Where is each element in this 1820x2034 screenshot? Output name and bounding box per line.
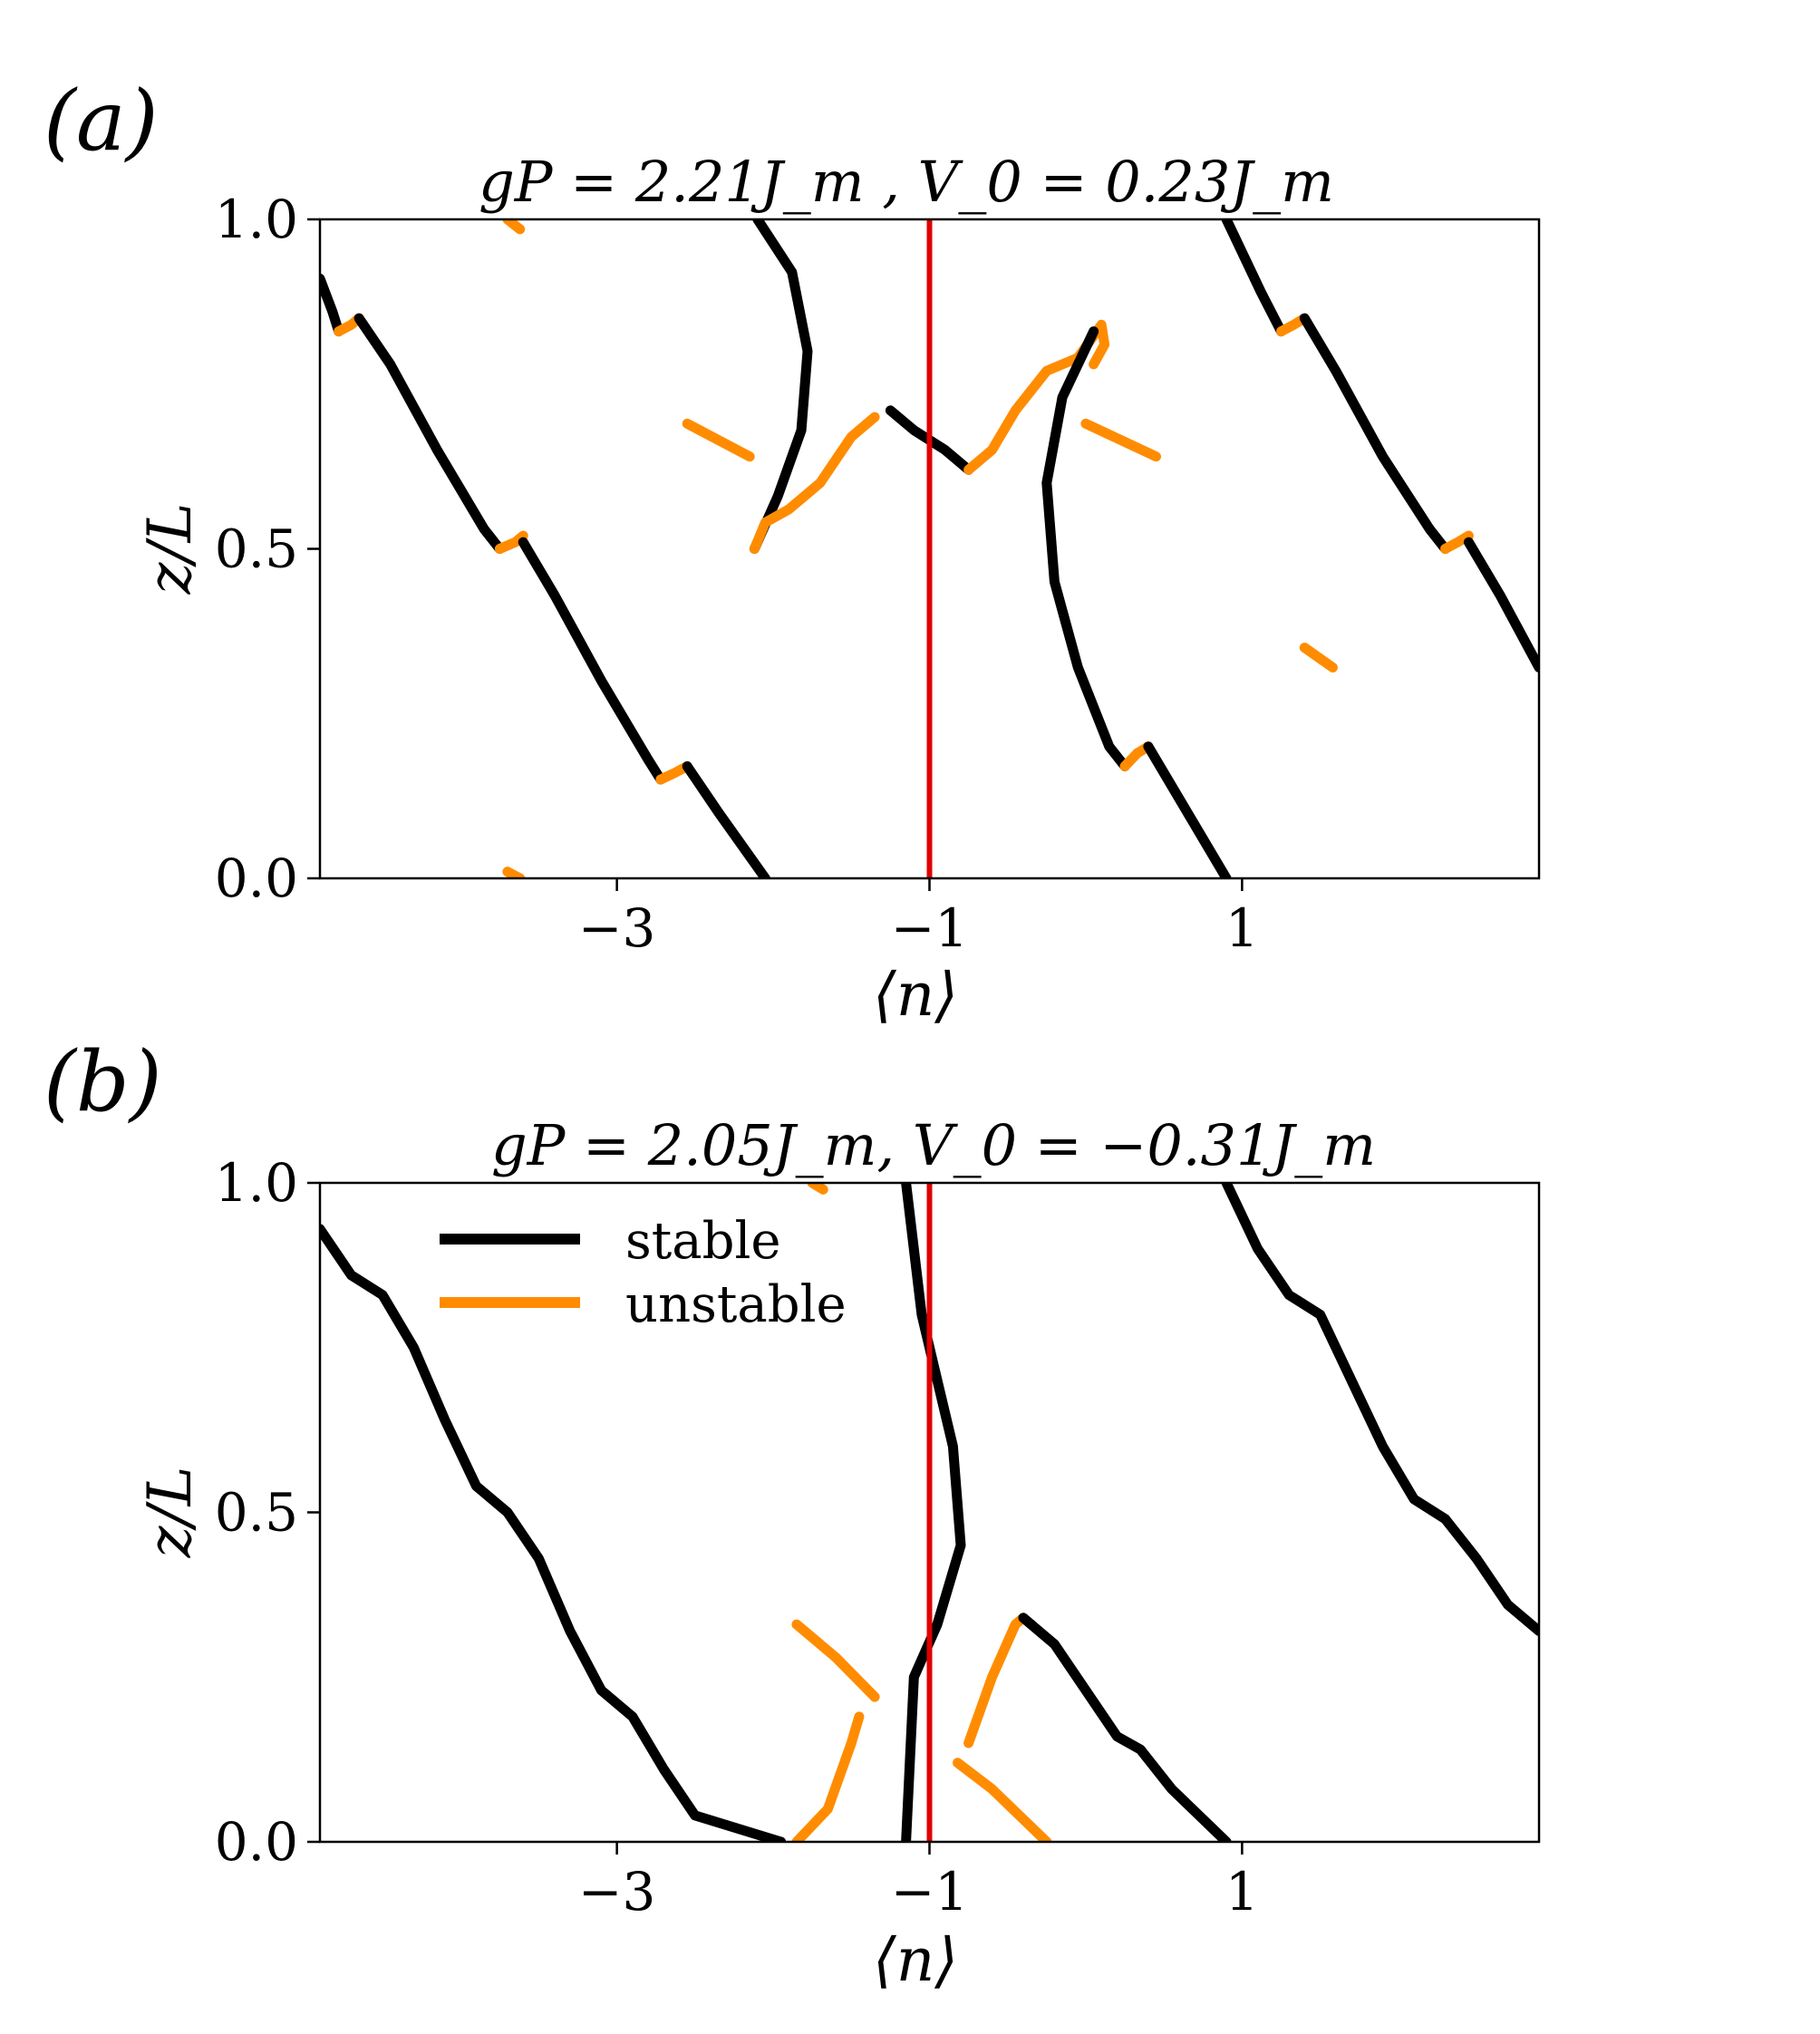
unstable-branch-a-17	[1080, 418, 1161, 462]
unstable-branch-a-22	[1440, 530, 1474, 554]
unstable-branch-b-1	[791, 1711, 865, 1842]
unstable-branch-a-8	[502, 219, 526, 235]
stable-branch-a-19	[1221, 219, 1286, 337]
stable-branch-a-2	[353, 313, 505, 554]
stable-branch-a-0	[320, 273, 344, 337]
unstable-branch-b-5	[963, 1613, 1029, 1748]
x-tick-label-b-1: −1	[891, 1861, 969, 1923]
y-axis-label-a: z/L	[135, 503, 205, 596]
x-tick-label-a-0: −3	[578, 897, 656, 959]
x-axis-label-a: ⟨n⟩	[873, 960, 958, 1030]
stable-branch-b-3	[901, 1183, 966, 1842]
panel-title-a: gP = 2.21J_m , V_0 = 0.23J_m	[479, 149, 1334, 215]
plot-area-a	[320, 219, 1539, 878]
x-axis-label-b: ⟨n⟩	[873, 1925, 958, 1995]
unstable-branch-b-4	[953, 1758, 1052, 1842]
x-tick-label-b-0: −3	[578, 1861, 656, 1923]
panel-label-a: (a)	[44, 73, 159, 170]
ticks-b: −3 −1 1 0.0 0.5 1.0	[215, 1152, 1259, 1923]
stable-branch-a-23	[1463, 537, 1539, 673]
stable-branch-a-9	[749, 219, 813, 554]
ticks-a: −3 −1 1 0.0 0.5 1.0	[215, 189, 1259, 959]
unstable-branch-a-10	[749, 412, 880, 554]
unstable-branch-a-13	[963, 319, 1110, 475]
x-tick-label-b-2: 1	[1225, 1861, 1259, 1923]
stable-branch-a-4	[518, 537, 666, 785]
unstable-branch-a-3	[494, 530, 528, 554]
y-tick-label-a-2: 1.0	[215, 189, 298, 250]
stable-branch-b-6	[1018, 1613, 1232, 1842]
y-tick-label-a-1: 0.5	[215, 518, 298, 580]
panel-label-b: (b)	[44, 1033, 162, 1130]
y-tick-label-b-2: 1.0	[215, 1152, 298, 1214]
unstable-branch-a-11	[682, 418, 755, 462]
legend: stable unstable	[440, 1212, 847, 1334]
stable-branch-a-14	[1041, 326, 1130, 771]
unstable-branch-b-2	[791, 1619, 880, 1702]
x-tick-label-a-1: −1	[891, 897, 969, 959]
stable-branch-b-8	[1221, 1183, 1539, 1636]
y-axis-label-b: z/L	[135, 1467, 205, 1559]
legend-label-unstable: unstable	[625, 1275, 847, 1334]
panel-title-b: gP = 2.05J_m, V_0 = −0.31J_m	[491, 1112, 1376, 1178]
x-tick-label-a-2: 1	[1225, 897, 1259, 959]
y-tick-label-b-1: 0.5	[215, 1482, 298, 1544]
stable-branch-a-6	[682, 760, 770, 878]
y-tick-label-a-0: 0.0	[215, 848, 298, 909]
panel-b: (b) gP = 2.05J_m, V_0 = −0.31J_m −3 −1 1 0.…	[44, 1033, 1541, 1995]
stable-branch-a-16	[1143, 741, 1232, 878]
plot-area-b	[320, 1183, 1539, 1842]
panel-a: (a) gP = 2.21J_m , V_0 = 0.23J_m −3 −1 1 0.…	[44, 73, 1541, 1030]
legend-label-stable: stable	[625, 1212, 781, 1271]
stable-branch-a-21	[1299, 313, 1450, 554]
y-tick-label-b-0: 0.0	[215, 1811, 298, 1873]
unstable-branch-a-18	[1299, 643, 1338, 673]
stable-branch-b-0	[320, 1224, 787, 1842]
